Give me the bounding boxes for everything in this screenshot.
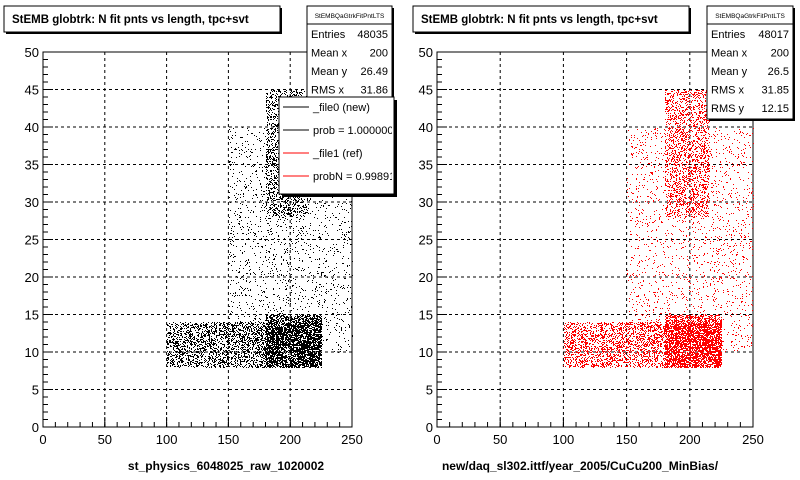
- x-tick-label: 200: [279, 432, 301, 447]
- y-tick-label: 25: [25, 233, 39, 248]
- y-tick-label: 45: [419, 83, 433, 98]
- left-panel: 0 50 100 150 200 250 0 5 10 15 20 25 30 35 40 45 50 st_ph…: [3, 5, 401, 473]
- y-tick-label: 35: [25, 158, 39, 173]
- scatter-points: [167, 90, 353, 368]
- stats-label: Mean y: [311, 66, 348, 78]
- stats-box: [306, 5, 393, 100]
- stats-value: 26.5: [768, 66, 789, 78]
- y-tick-label: 10: [419, 345, 433, 360]
- x-axis-label: new/daq_sl302.ittf/year_2005/CuCu200_Min…: [442, 459, 719, 473]
- legend-label: prob = 1.000000: [313, 125, 393, 137]
- y-tick-label: 40: [419, 120, 433, 135]
- stats-label: RMS x: [311, 85, 345, 97]
- stats-value: 26.49: [360, 66, 388, 78]
- x-tick-label: 0: [433, 432, 440, 447]
- x-tick-label: 50: [98, 432, 112, 447]
- stats-label: Entries: [711, 29, 746, 41]
- stats-value: 31.86: [360, 85, 388, 97]
- stats-value: 12.15: [761, 103, 789, 115]
- y-tick-label: 20: [25, 270, 39, 285]
- right-panel: 0 50 100 150 200 250 0 5 10 15 20 25 30 35 40 45 50 new/d…: [412, 5, 795, 473]
- stats-value: 48017: [758, 29, 789, 41]
- stats-name: StEMBQaGtrkFitPntLTS: [315, 13, 385, 20]
- y-tick-label: 5: [32, 383, 39, 398]
- stats-label: Mean y: [711, 66, 748, 78]
- y-tick-label: 45: [25, 83, 39, 98]
- stats-label: RMS y: [711, 103, 745, 115]
- stats-label: Mean x: [711, 48, 748, 60]
- x-tick-label: 150: [218, 432, 240, 447]
- y-tick-label: 50: [419, 45, 433, 60]
- y-tick-label: 30: [25, 195, 39, 210]
- legend-label: _file0 (new): [312, 102, 370, 114]
- legend-entries: _file0 (new) prob = 1.000000 _file1 (ref) p…: [283, 102, 401, 183]
- x-tick-label: 250: [742, 432, 764, 447]
- y-tick-label: 0: [32, 420, 39, 435]
- y-tick-label: 25: [419, 233, 433, 248]
- stats-name: StEMBQaGtrkFitPntLTS: [715, 13, 785, 20]
- y-tick-label: 10: [25, 345, 39, 360]
- legend-label: probN = 0.998911: [313, 171, 401, 183]
- y-tick-label: 5: [426, 383, 433, 398]
- y-tick-label: 50: [25, 45, 39, 60]
- stats-label: RMS x: [711, 85, 745, 97]
- scatter-points: [563, 90, 754, 368]
- x-tick-label: 200: [679, 432, 701, 447]
- y-tick-label: 35: [419, 158, 433, 173]
- x-axis-label: st_physics_6048025_raw_1020002: [128, 459, 324, 473]
- stats-label: Mean x: [311, 48, 348, 60]
- y-tick-label: 0: [426, 420, 433, 435]
- x-tick-label: 50: [493, 432, 507, 447]
- y-tick-label: 20: [419, 270, 433, 285]
- y-tick-label: 40: [25, 120, 39, 135]
- stats-box: [706, 5, 794, 120]
- x-tick-label: 150: [616, 432, 638, 447]
- legend-label: _file1 (ref): [312, 148, 363, 160]
- stats-value: 48035: [357, 29, 388, 41]
- x-tick-label: 100: [156, 432, 178, 447]
- y-tick-label: 30: [419, 195, 433, 210]
- x-tick-label: 250: [341, 432, 363, 447]
- stats-value: 200: [771, 48, 789, 60]
- title-box: [3, 5, 281, 33]
- legend-box: [278, 96, 395, 195]
- chart-title: StEMB globtrk: N fit pnts vs length, tpc…: [421, 14, 658, 26]
- stats-value: 200: [370, 48, 388, 60]
- y-tick-label: 15: [419, 308, 433, 323]
- y-tick-label: 15: [25, 308, 39, 323]
- title-box: [412, 5, 690, 33]
- chart-title: StEMB globtrk: N fit pnts vs length, tpc…: [12, 14, 249, 26]
- x-tick-label: 0: [39, 432, 46, 447]
- stats-value: 31.85: [761, 85, 789, 97]
- x-tick-label: 100: [553, 432, 575, 447]
- stats-label: Entries: [311, 29, 346, 41]
